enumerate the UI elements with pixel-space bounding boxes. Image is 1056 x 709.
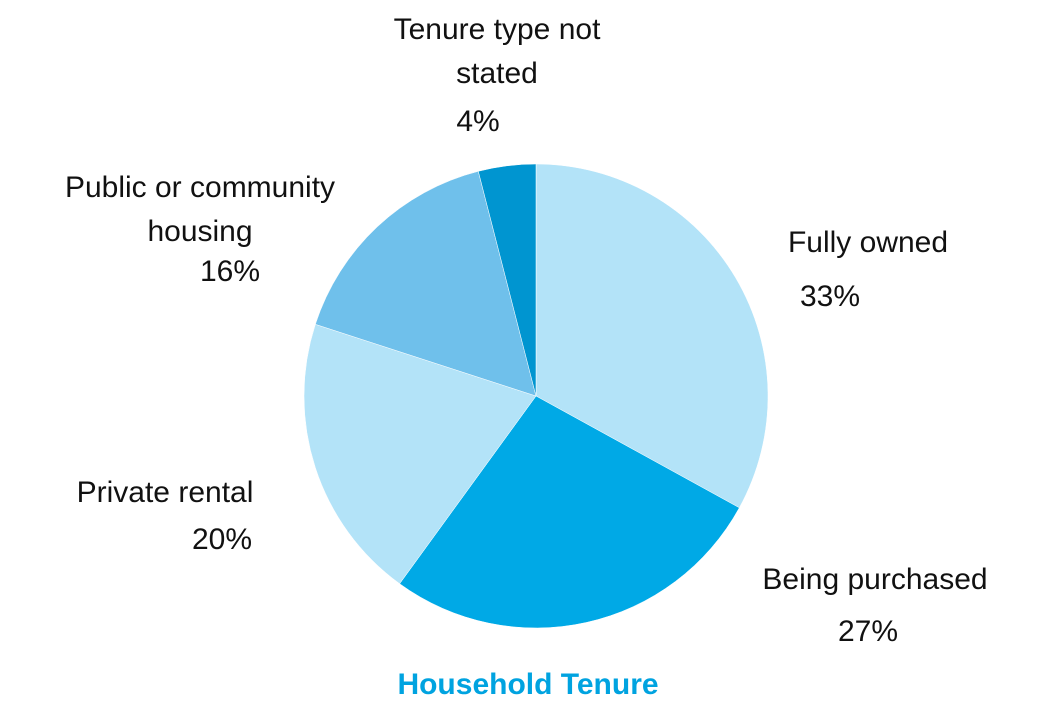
slice-label: Fully owned [787, 226, 949, 259]
pie-slice [315, 170, 537, 397]
slice-value-label: 20% [191, 523, 253, 556]
slice-value-label: 27% [837, 615, 899, 648]
slice-label: Tenure type not stated [393, 13, 601, 90]
pie-slice [477, 163, 537, 397]
pie-slice [535, 163, 769, 509]
slice-label: Being purchased [762, 563, 988, 596]
slice-value-label: 16% [199, 255, 261, 288]
pie-slice [399, 395, 740, 629]
slice-value-label: 4% [456, 105, 500, 138]
pie-slice [303, 323, 537, 585]
chart-title: Household Tenure [397, 668, 659, 701]
slice-value-label: 33% [799, 280, 861, 313]
slice-label: Public or community housing [64, 171, 336, 248]
slice-label: Private rental [76, 476, 254, 509]
